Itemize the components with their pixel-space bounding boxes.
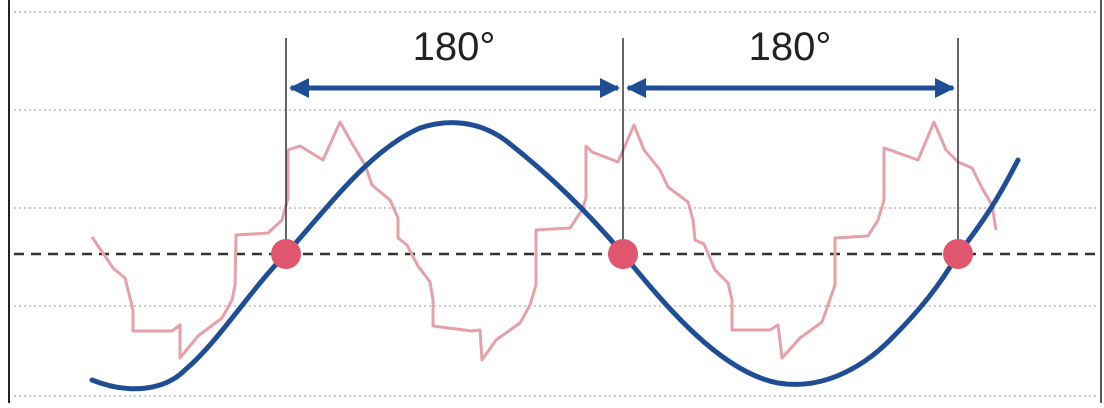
distorted-waveform xyxy=(90,120,998,362)
zero-crossings xyxy=(271,239,973,269)
zero-crossing-point-1 xyxy=(271,239,301,269)
zero-crossing-point-3 xyxy=(943,239,973,269)
span-label-right: 180° xyxy=(749,25,832,69)
zero-crossing-point-2 xyxy=(608,239,638,269)
grid-lines xyxy=(14,11,1098,397)
sine-wave xyxy=(89,120,1021,392)
phase-markers xyxy=(285,38,959,254)
span-label-left: 180° xyxy=(413,25,496,69)
